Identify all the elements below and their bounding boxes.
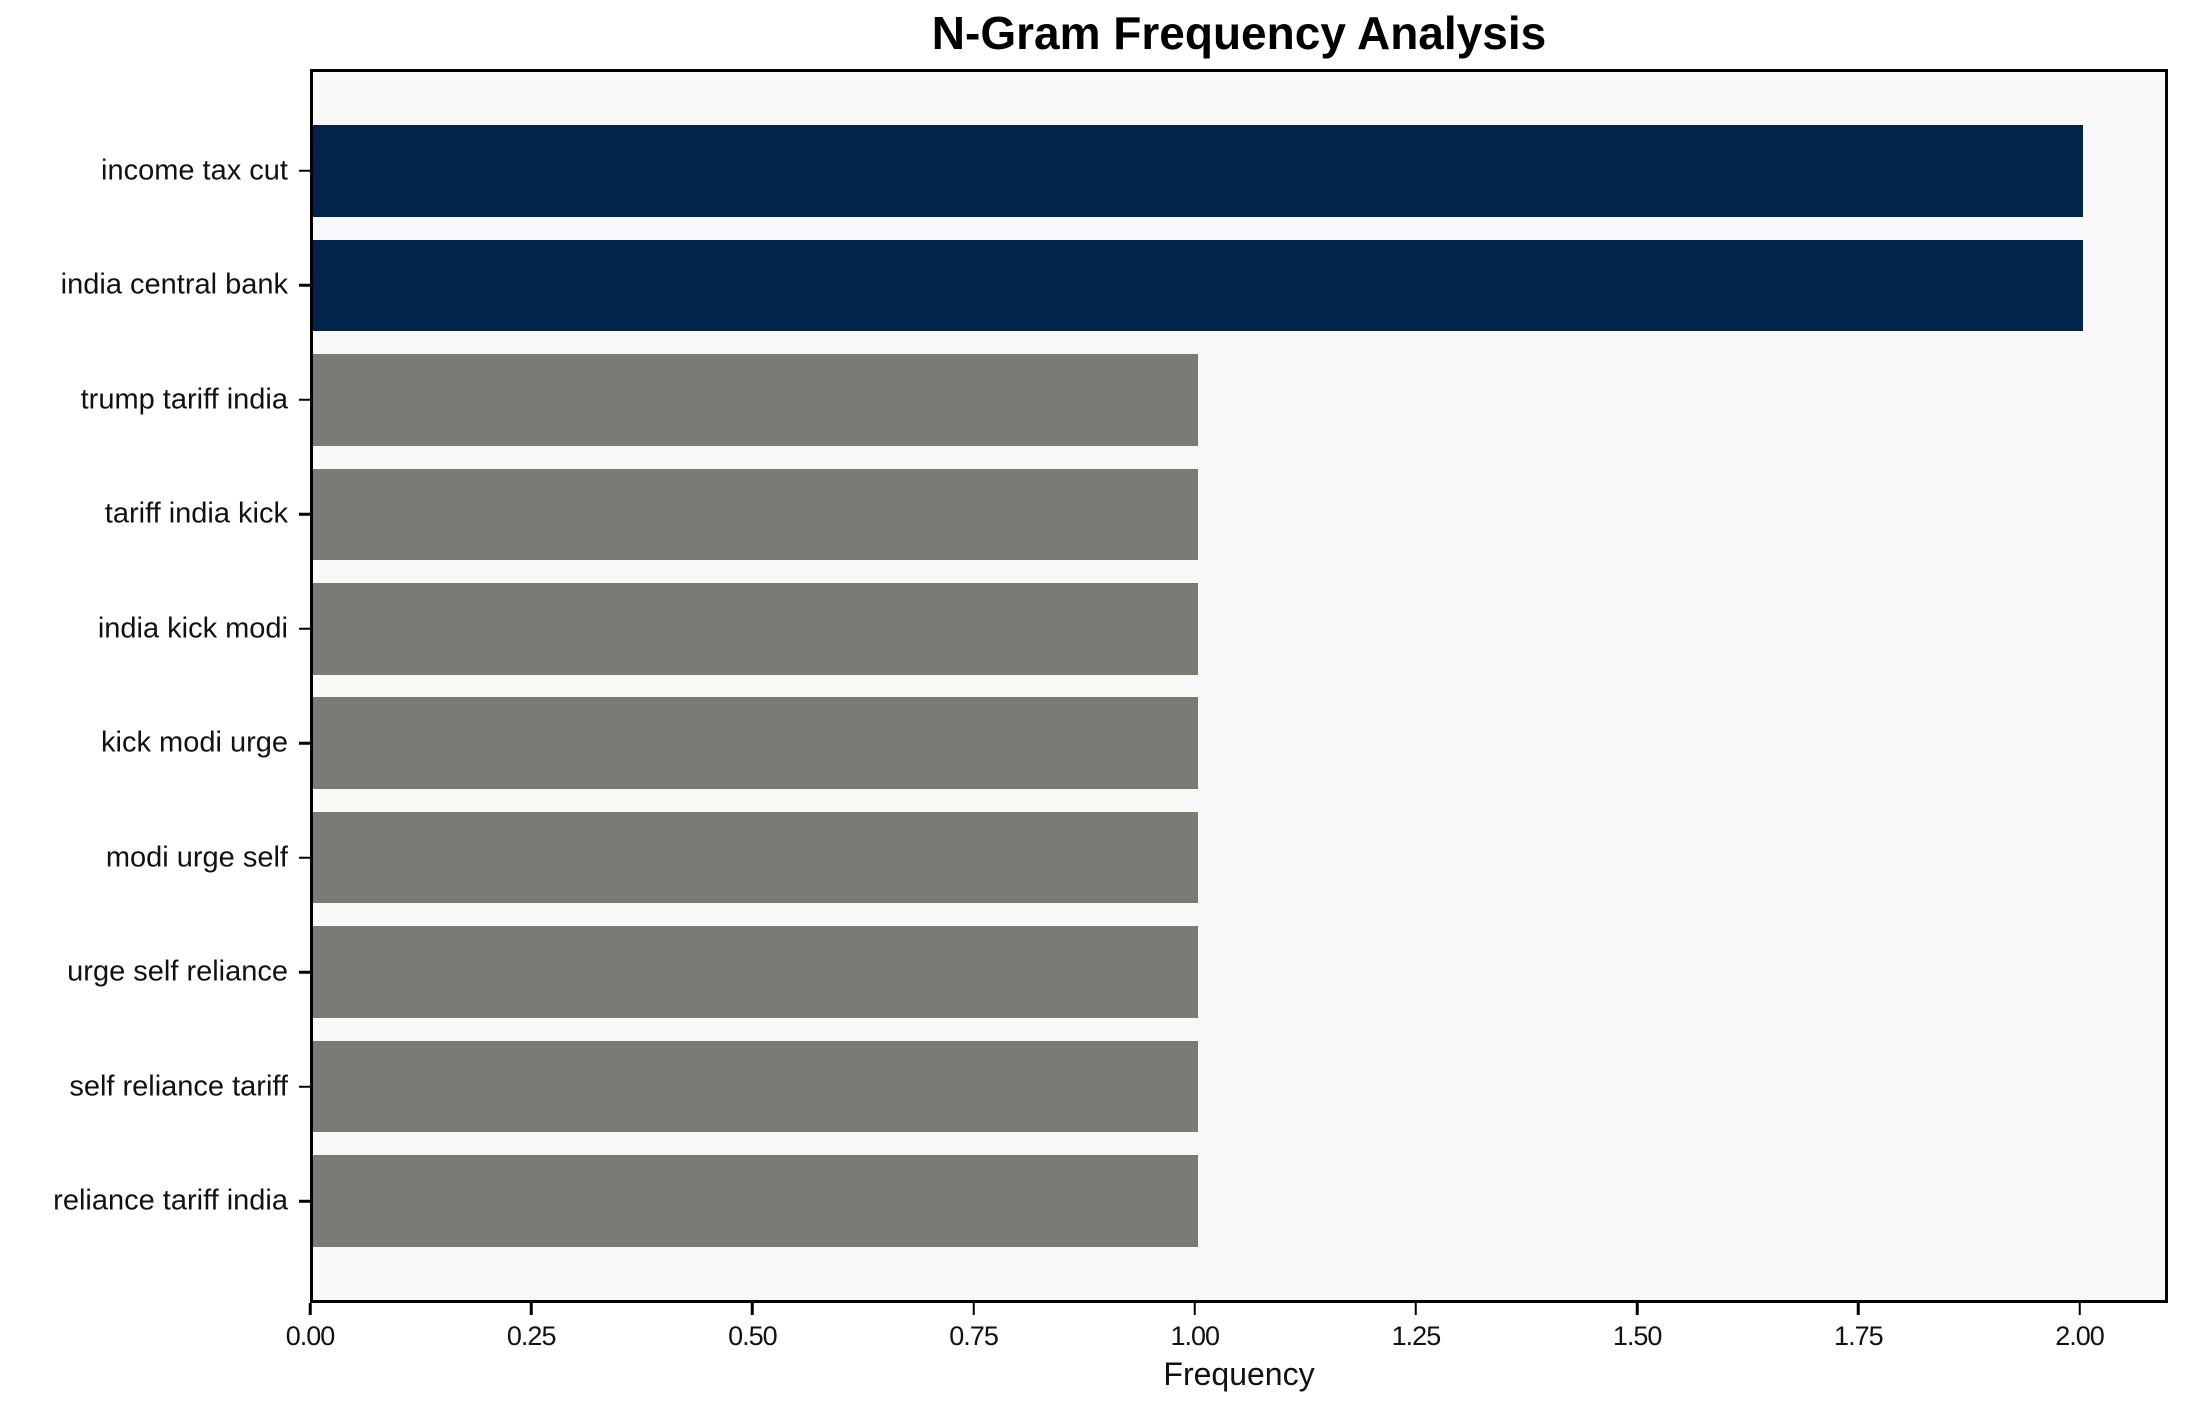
bar-urge-self-reliance: [313, 926, 1198, 1018]
bar-self-reliance-tariff: [313, 1040, 1198, 1133]
x-tick-mark: [529, 1303, 533, 1315]
x-tick-label: 1.25: [1391, 1321, 1442, 1351]
x-tick-mark: [2078, 1303, 2081, 1315]
bar-trump-tariff-india: [313, 354, 1198, 446]
x-tick-label: 0.75: [949, 1321, 999, 1351]
y-tick-mark: [299, 1085, 310, 1088]
x-tick-mark: [308, 1303, 312, 1315]
y-tick-mark: [299, 513, 310, 516]
y-tick-mark: [299, 856, 310, 859]
y-tick-mark: [299, 1199, 310, 1203]
y-tick-mark: [299, 398, 310, 402]
bar-india-central-bank: [313, 239, 2083, 332]
bar-income-tax-cut: [313, 125, 2083, 217]
x-tick-mark: [1193, 1303, 1196, 1315]
bar-india-kick-modi: [313, 582, 1198, 675]
y-tick-label: modi urge self: [105, 841, 288, 874]
y-tick-mark: [299, 627, 310, 630]
y-tick-label: urge self reliance: [67, 955, 288, 988]
x-tick-mark: [972, 1303, 975, 1315]
bar-reliance-tariff-india: [313, 1155, 1198, 1247]
y-tick-label: tariff india kick: [104, 497, 288, 530]
chart-title: N-Gram Frequency Analysis: [931, 7, 1547, 59]
x-tick-label: 1.75: [1834, 1321, 1884, 1351]
plot-area: [310, 69, 2168, 1303]
bar-tariff-india-kick: [313, 468, 1198, 561]
bar-kick-modi-urge: [313, 697, 1198, 789]
y-tick-label: income tax cut: [101, 154, 288, 187]
y-tick-mark: [299, 284, 310, 287]
bar-modi-urge-self: [313, 811, 1198, 904]
y-tick-mark: [299, 970, 310, 974]
x-tick-label: 0.00: [285, 1321, 336, 1351]
y-tick-label: india kick modi: [97, 612, 288, 645]
x-tick-label: 0.50: [728, 1321, 778, 1351]
y-tick-mark: [299, 169, 310, 173]
x-tick-mark: [1635, 1303, 1639, 1315]
x-tick-mark: [1857, 1303, 1860, 1315]
x-tick-mark: [751, 1303, 754, 1315]
y-tick-label: reliance tariff india: [53, 1184, 288, 1217]
x-tick-label: 0.25: [506, 1321, 557, 1351]
y-tick-mark: [299, 741, 310, 745]
x-tick-mark: [1414, 1303, 1418, 1315]
y-tick-label: kick modi urge: [101, 726, 288, 759]
x-tick-label: 2.00: [2055, 1321, 2105, 1351]
y-tick-label: india central bank: [60, 268, 288, 301]
x-axis-title: Frequency: [1163, 1356, 1315, 1392]
x-tick-label: 1.50: [1612, 1321, 1663, 1351]
x-tick-label: 1.00: [1170, 1321, 1220, 1351]
y-tick-label: self reliance tariff: [69, 1070, 288, 1103]
y-tick-label: trump tariff india: [80, 383, 288, 416]
